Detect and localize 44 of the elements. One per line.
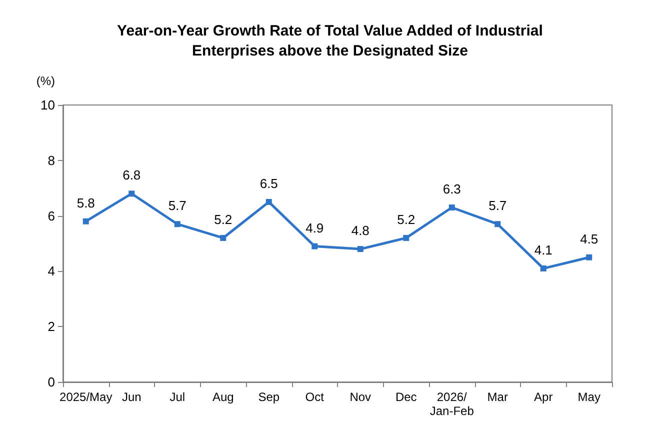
x-tick-label: May [578, 390, 600, 404]
x-tick-label: Jun [122, 390, 142, 404]
point [403, 234, 410, 241]
point [174, 221, 180, 228]
point [266, 198, 272, 205]
data-label: 5.2 [214, 212, 232, 227]
data-label: 5.2 [397, 212, 416, 227]
y-tick-label: 8 [48, 152, 55, 168]
x-tick-label: Aug [212, 390, 234, 404]
x-tick-label: Oct [305, 390, 325, 404]
data-label: 4.1 [534, 242, 552, 258]
x-tick-label: Sep [258, 390, 280, 404]
data-label: 6.3 [442, 181, 461, 196]
point [128, 190, 135, 197]
data-label: 6.8 [122, 168, 141, 183]
point [448, 204, 455, 210]
data-label: 6.5 [260, 176, 278, 191]
x-tick-label: Jul [170, 390, 186, 404]
x-tick-label: Dec [395, 390, 417, 404]
x-tick-label: 2025/May [60, 390, 112, 404]
x-tick-label: 2026/ Jan-Feb [430, 390, 474, 418]
y-tick-label: 0 [48, 374, 55, 390]
y-tick-label: 10 [40, 98, 55, 112]
data-label: 4.5 [580, 231, 598, 246]
point [540, 265, 546, 272]
y-tick-label: 2 [48, 319, 55, 334]
data-label: 5.7 [488, 198, 507, 214]
y-axis-title: (%) [36, 74, 55, 88]
chart-title: Year-on-Year Growth Rate of Total Value Added of Industrial Enterprises above the Designated Size [117, 22, 543, 60]
point [586, 254, 592, 260]
point [82, 218, 89, 224]
x-tick-label: Apr [534, 390, 553, 404]
point [357, 246, 364, 252]
point [220, 234, 226, 241]
y-tick-label: 6 [48, 208, 55, 224]
x-tick-label: Nov [350, 390, 372, 404]
data-label: 5.7 [168, 198, 186, 214]
data-label: 5.8 [76, 195, 95, 210]
data-label: 4.8 [351, 223, 370, 238]
point [494, 221, 501, 228]
point [312, 243, 318, 250]
x-tick-label: Mar [487, 390, 508, 404]
y-tick-label: 4 [48, 264, 55, 279]
data-label: 4.9 [306, 220, 324, 236]
